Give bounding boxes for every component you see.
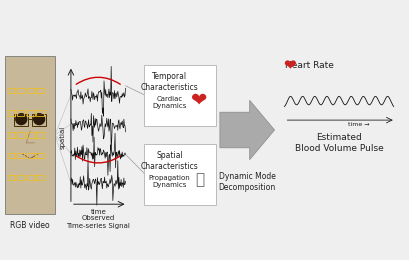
Polygon shape: [219, 100, 274, 160]
Bar: [16, 175, 24, 180]
Bar: [16, 110, 24, 115]
Bar: [36, 88, 44, 93]
Bar: [32, 114, 46, 126]
Circle shape: [16, 114, 27, 125]
Text: Heart Rate: Heart Rate: [284, 61, 333, 70]
Bar: [27, 153, 35, 158]
Bar: [27, 110, 35, 115]
Bar: [27, 132, 35, 138]
Circle shape: [34, 114, 45, 125]
Bar: [14, 114, 28, 126]
Bar: [16, 153, 24, 158]
Text: Cardiac
Dynamics: Cardiac Dynamics: [152, 96, 187, 109]
Bar: [36, 110, 44, 115]
Text: time →: time →: [347, 122, 369, 127]
Text: Temporal
Characteristics: Temporal Characteristics: [141, 72, 198, 92]
Text: RGB video: RGB video: [10, 221, 50, 230]
Bar: [8, 88, 15, 93]
Bar: [36, 175, 44, 180]
Text: 💀: 💀: [195, 172, 204, 187]
Text: Dynamic Mode
Decomposition: Dynamic Mode Decomposition: [218, 172, 275, 192]
Bar: [36, 132, 44, 138]
Text: spatial: spatial: [60, 126, 66, 149]
Bar: [16, 132, 24, 138]
Bar: [27, 175, 35, 180]
Text: ❤: ❤: [282, 58, 295, 73]
Bar: [8, 153, 15, 158]
Bar: [8, 110, 15, 115]
Bar: [36, 153, 44, 158]
FancyBboxPatch shape: [5, 56, 55, 214]
Text: Estimated
Blood Volume Pulse: Estimated Blood Volume Pulse: [294, 133, 382, 153]
FancyBboxPatch shape: [144, 144, 216, 205]
Text: Observed
Time-series Signal: Observed Time-series Signal: [66, 215, 130, 229]
Bar: [27, 88, 35, 93]
Text: Propagation
Dynamics: Propagation Dynamics: [148, 175, 190, 188]
FancyBboxPatch shape: [144, 65, 216, 126]
Text: ❤: ❤: [191, 91, 207, 110]
Bar: [8, 175, 15, 180]
Text: time: time: [90, 209, 106, 215]
Bar: [8, 132, 15, 138]
Bar: [16, 88, 24, 93]
Text: Spatial
Characteristics: Spatial Characteristics: [141, 151, 198, 171]
